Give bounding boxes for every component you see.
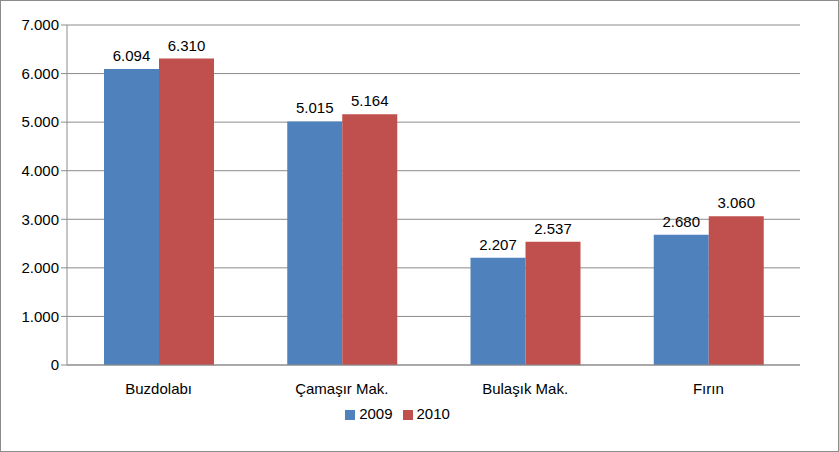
svg-text:6.094: 6.094: [113, 47, 151, 64]
svg-text:3.060: 3.060: [717, 194, 755, 211]
svg-text:2.207: 2.207: [479, 236, 517, 253]
svg-text:2.537: 2.537: [534, 220, 572, 237]
html-text:2009: 2009: [359, 405, 393, 422]
svg-text:Fırın: Fırın: [693, 380, 724, 397]
svg-text:5.164: 5.164: [351, 92, 389, 109]
html-text:2010: 2010: [416, 405, 450, 422]
svg-text:3.000: 3.000: [21, 211, 59, 228]
svg-text:2.680: 2.680: [662, 213, 700, 230]
svg-text:5.000: 5.000: [21, 113, 59, 130]
svg-text:Çamaşır Mak.: Çamaşır Mak.: [295, 380, 388, 397]
svg-text:1.000: 1.000: [21, 308, 59, 325]
svg-text:4.000: 4.000: [21, 162, 59, 179]
svg-text:7.000: 7.000: [21, 16, 59, 33]
svg-text:6.310: 6.310: [168, 37, 206, 54]
svg-text:6.000: 6.000: [21, 65, 59, 82]
svg-text:0: 0: [51, 356, 59, 373]
svg-text:2.000: 2.000: [21, 259, 59, 276]
svg-text:Buzdolabı: Buzdolabı: [125, 380, 192, 397]
svg-text:5.015: 5.015: [296, 99, 334, 116]
svg-text:Bulaşık Mak.: Bulaşık Mak.: [482, 380, 568, 397]
